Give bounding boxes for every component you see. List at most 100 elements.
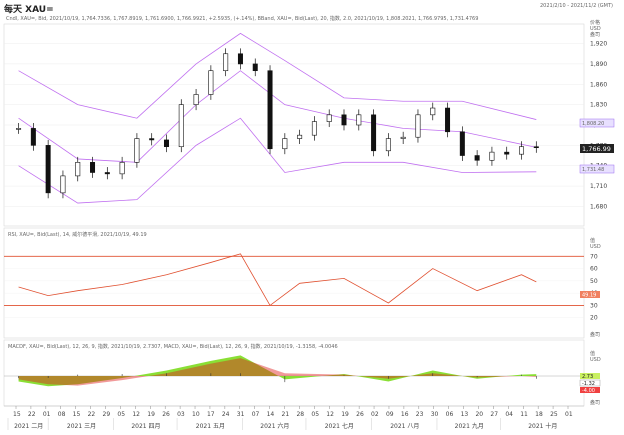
candle-body [16,128,22,130]
macd-legend: MACDF, XAU=, Bid(Last), 12, 26, 9, 指数, 2… [8,343,338,350]
candle-body [252,63,258,72]
day-label: 30 [431,411,439,418]
day-label: 16 [401,411,409,418]
candle-body [178,104,184,148]
macd-footer: 盎司 [590,399,600,406]
candle-body [267,70,273,150]
day-label: 03 [177,411,185,418]
candle-body [193,94,199,105]
day-label: 15 [13,411,21,418]
rsi-line [18,253,537,307]
candle-body [459,131,465,156]
rsi-legend: RSI, XAU=, Bid(Last), 14, 威尔德平滑, 2021/10… [8,231,147,238]
month-label: 2021 二月 [14,423,43,430]
price-gridlines [4,43,584,207]
rsi-tick-label: 30 [590,302,598,309]
day-label: 02 [371,411,379,418]
day-label: 29 [103,411,111,418]
day-label: 19 [147,411,155,418]
day-label: 15 [73,411,81,418]
candle-body [149,138,155,141]
upper-band-tag [579,118,615,128]
macd-axis: 值 USD 盎司 [590,350,601,406]
candle-body [134,138,140,163]
signal-area [18,358,537,386]
day-label: 28 [296,411,304,418]
price-tick-label: 1,890 [590,61,607,68]
day-label: 26 [356,411,364,418]
candle-body [208,70,214,95]
price-axis-title: 价格 [590,19,600,26]
lower-band-tag-text: 1,731.48 [582,167,604,173]
rsi-tick-label: 70 [590,253,598,260]
month-label: 2021 八月 [390,423,419,430]
macd-tag-1-text: 2.73 [582,374,593,380]
day-label: 01 [43,411,51,418]
macd-series [4,355,584,387]
price-axis: 价格 USD 盎司 1,9201,8901,8601,8301,8001,770… [590,19,607,210]
time-axis: 15 22 01 08 15 22 29 05 12 19 26 03 10 17 24 31 07 14 21 28… [4,405,584,430]
candle-body [119,162,125,175]
candlestick-series [16,48,539,199]
candle-body [297,134,303,139]
candle-body [504,151,510,155]
macd-panel [3,339,585,407]
rsi-axis-unit: USD [590,244,601,250]
month-label: 2021 七月 [325,422,354,430]
day-label: 20 [475,411,483,418]
macd-tag-1 [580,373,600,379]
month-label: 2021 九月 [455,422,484,430]
day-label: 18 [535,411,543,418]
candle-body [371,114,377,152]
chart-title: 每天 XAU= [4,3,54,15]
month-label: 2021 四月 [131,423,160,430]
day-label: 01 [565,411,573,418]
rsi-footer: 盎司 [590,331,600,338]
price-axis-sub: 盎司 [590,31,600,38]
rsi-axis: 值 USD 盎司 706050403020 [590,237,601,338]
candle-body [489,151,495,161]
macd-tag-2-text: -1.32 [582,381,595,387]
price-tick-label: 1,920 [590,41,607,48]
rsi-axis-title: 值 [590,237,595,244]
rsi-tick-label: 60 [590,266,598,273]
day-label: 31 [237,411,245,418]
day-label: 24 [222,411,230,418]
day-label: 07 [252,411,260,418]
rsi-gridlines [4,255,584,318]
candle-body [60,175,66,194]
candle-body [385,138,391,152]
day-label: 13 [461,411,469,418]
month-label: 2021 五月 [196,423,225,430]
day-label: 06 [446,411,454,418]
candle-body [430,107,436,116]
price-tick-label: 1,710 [590,183,607,190]
candle-body [75,162,81,177]
candle-body [445,107,451,133]
candle-body [311,121,317,136]
month-label: 2021 三月 [67,423,96,430]
day-label: 22 [88,411,96,418]
macd-axis-title: 值 [590,350,595,357]
day-label: 09 [386,411,394,418]
candle-body [30,128,36,146]
upper-band-tag-text: 1,808.20 [582,121,604,127]
lower-band-tag [579,164,615,174]
candle-body [519,146,525,155]
day-label: 23 [416,411,424,418]
day-label: 17 [207,411,215,418]
rsi-series [18,253,537,307]
macd-area [18,355,537,387]
candle-body [163,139,169,148]
day-label: 27 [490,411,498,418]
candle-body [341,114,347,126]
day-label: 08 [58,411,66,418]
day-label: 05 [117,411,125,418]
rsi-last-tag-text: 49.19 [582,293,596,299]
day-label: 14 [267,411,275,418]
candle-body [237,53,243,65]
macd-tag-3 [580,387,600,393]
candle-body [45,145,51,194]
candle-body [474,155,480,161]
